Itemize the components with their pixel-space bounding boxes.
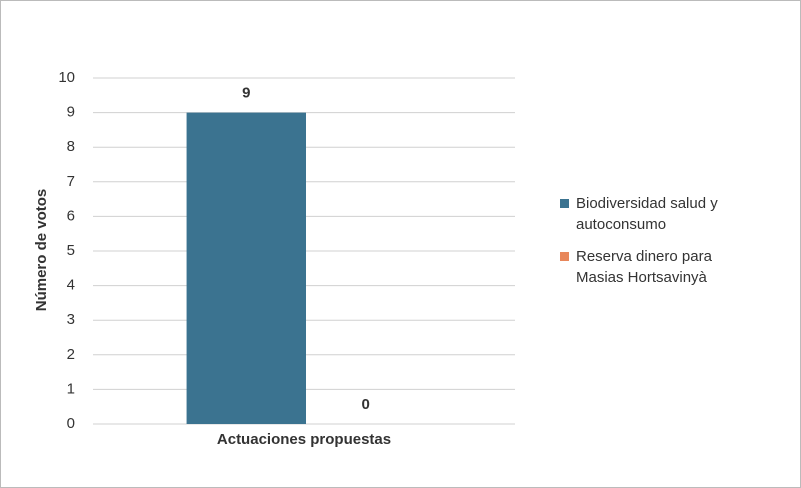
y-tick-label: 0 [67,415,75,432]
y-tick-label: 7 [67,173,75,190]
y-tick-label: 4 [67,277,75,294]
y-tick-label: 6 [67,207,75,224]
legend-item: Reserva dinero para Masias Hortsavinyà [560,246,760,288]
legend: Biodiversidad salud y autoconsumo Reserva… [560,193,760,299]
y-axis-title: Número de votos [33,189,50,312]
legend-swatch [560,252,569,261]
y-tick-label: 3 [67,311,75,328]
x-tick-label: Actuaciones propuestas [217,431,391,448]
bar [186,112,306,424]
y-tick-label: 1 [67,380,75,397]
legend-label: Biodiversidad salud y autoconsumo [576,195,718,233]
y-tick-label: 2 [67,346,75,363]
legend-swatch [560,199,569,208]
y-tick-label: 8 [67,138,75,155]
data-label: 9 [242,85,250,102]
legend-item: Biodiversidad salud y autoconsumo [560,193,760,235]
data-label: 0 [362,396,370,413]
y-tick-label: 9 [67,104,75,121]
y-tick-label: 5 [67,242,75,259]
y-tick-label: 10 [58,69,75,86]
legend-label: Reserva dinero para Masias Hortsavinyà [576,248,712,286]
